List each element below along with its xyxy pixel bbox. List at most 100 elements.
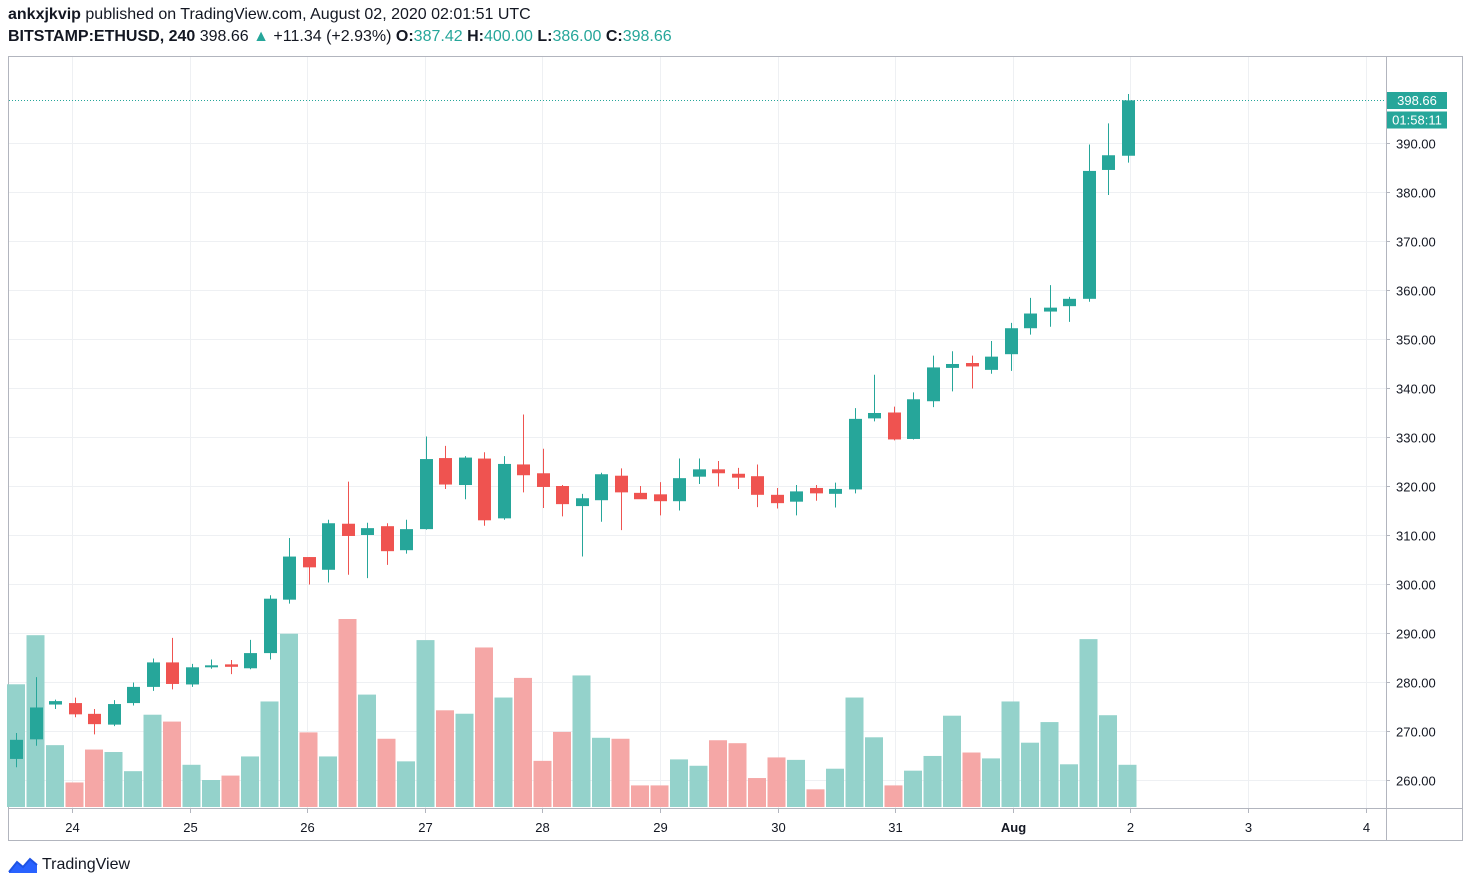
candle-body xyxy=(342,523,355,536)
price-tick-label: 380.00 xyxy=(1396,186,1436,201)
volume-bar xyxy=(865,737,883,807)
candle-body xyxy=(927,367,940,402)
volume-bar xyxy=(1079,639,1098,807)
volume-bar xyxy=(514,677,532,807)
volume-bar xyxy=(689,765,708,807)
volume-bar xyxy=(202,780,220,807)
price-tick-label: 270.00 xyxy=(1396,725,1436,740)
candle-body xyxy=(1083,170,1096,299)
symbol-legend: BITSTAMP:ETHUSD, 240 398.66 ▲ +11.34 (+2… xyxy=(8,28,672,46)
price-tick-label: 260.00 xyxy=(1396,774,1436,789)
volume-bar xyxy=(728,743,747,807)
volume-bar xyxy=(631,785,649,807)
low-value: 386.00 xyxy=(552,28,602,45)
volume-bar xyxy=(377,738,396,807)
candle-body xyxy=(459,457,472,486)
candle-body xyxy=(946,363,959,368)
time-tick-label: 29 xyxy=(653,820,667,835)
volume-bar xyxy=(572,675,591,807)
volume-bar xyxy=(923,755,942,807)
price-axis[interactable]: 260.00 270.00 280.00 290.00 300.00 310.00 320.… xyxy=(1386,137,1436,789)
volume-bar xyxy=(553,731,571,807)
volume-bar xyxy=(982,758,1000,807)
last-price-tag: 398.66 01:58:11 xyxy=(1387,92,1447,129)
candle-body xyxy=(244,653,257,669)
candle-body xyxy=(264,598,277,654)
volume-bar xyxy=(475,647,493,807)
candle-body xyxy=(1024,313,1037,329)
price-tick-label: 370.00 xyxy=(1396,235,1436,250)
tradingview-brand[interactable]: TradingView xyxy=(8,854,130,876)
candle-body xyxy=(732,473,745,478)
volume-bar xyxy=(104,752,123,807)
price-tick-label: 310.00 xyxy=(1396,529,1436,544)
candle-body xyxy=(751,476,764,495)
author-name: ankxjkvip xyxy=(8,6,81,23)
published-text: published on TradingView.com, August 02,… xyxy=(85,6,531,23)
time-tick-label: 25 xyxy=(183,820,197,835)
volume-bar xyxy=(806,789,825,807)
candle-body xyxy=(576,498,589,507)
volume-bar xyxy=(1060,764,1078,807)
candle-body xyxy=(147,662,160,687)
volume-bar xyxy=(962,752,981,807)
time-tick-label: 4 xyxy=(1363,820,1370,835)
candle-body xyxy=(537,473,550,487)
volume-bar xyxy=(592,737,610,807)
high-label: H: xyxy=(467,28,484,45)
price-tick-label: 340.00 xyxy=(1396,382,1436,397)
candle-body xyxy=(205,665,218,668)
candle-body xyxy=(790,491,803,502)
volume-bars xyxy=(7,619,1137,807)
volume-bar xyxy=(650,785,669,807)
volume-bar xyxy=(494,697,513,807)
candle-body xyxy=(283,556,296,600)
brand-name: TradingView xyxy=(42,856,131,873)
candle-body xyxy=(439,458,452,485)
candle-body xyxy=(966,363,979,367)
volume-bar xyxy=(65,782,84,807)
volume-bar xyxy=(241,756,259,807)
candle-body xyxy=(1044,307,1057,312)
candle-body xyxy=(10,739,23,759)
candle-body xyxy=(888,412,901,440)
candle-body xyxy=(361,528,374,535)
volume-bar xyxy=(1001,701,1020,807)
volume-bar xyxy=(221,775,240,807)
candle-body xyxy=(673,478,686,502)
low-label: L: xyxy=(537,28,553,45)
time-tick-label: 27 xyxy=(418,820,432,835)
symbol-name: BITSTAMP:ETHUSD, 240 xyxy=(8,28,196,45)
up-arrow-icon: ▲ xyxy=(253,28,269,45)
time-tick-label: 26 xyxy=(300,820,314,835)
volume-bar xyxy=(436,710,454,807)
close-label: C: xyxy=(605,28,623,45)
volume-bar xyxy=(845,697,864,807)
candle-body xyxy=(771,494,784,504)
open-value: 387.42 xyxy=(413,28,463,45)
volume-bar xyxy=(416,640,435,807)
volume-bar xyxy=(904,770,922,807)
chart-frame xyxy=(8,56,1463,841)
time-axis[interactable]: 24 25 26 27 28 29 30 31 Aug 2 3 4 xyxy=(65,808,1370,835)
volume-bar xyxy=(611,738,630,807)
volume-bar xyxy=(260,701,279,807)
candle-body xyxy=(166,662,179,684)
price-tick-label: 320.00 xyxy=(1396,480,1436,495)
candle-body xyxy=(615,475,628,493)
volume-bar xyxy=(533,760,552,807)
candle-body xyxy=(498,463,511,519)
volume-bar xyxy=(85,749,103,807)
candle-body xyxy=(88,713,101,725)
volume-bar xyxy=(709,740,727,807)
price-change: +11.34 (+2.93%) xyxy=(273,28,392,45)
time-tick-label: 30 xyxy=(771,820,785,835)
price-tick-label: 390.00 xyxy=(1396,137,1436,152)
volume-bar xyxy=(358,694,376,807)
volume-bar xyxy=(1021,742,1039,807)
volume-bar xyxy=(338,619,357,807)
volume-bar xyxy=(397,761,415,807)
volume-bar xyxy=(767,757,786,807)
volume-bar xyxy=(143,714,162,807)
